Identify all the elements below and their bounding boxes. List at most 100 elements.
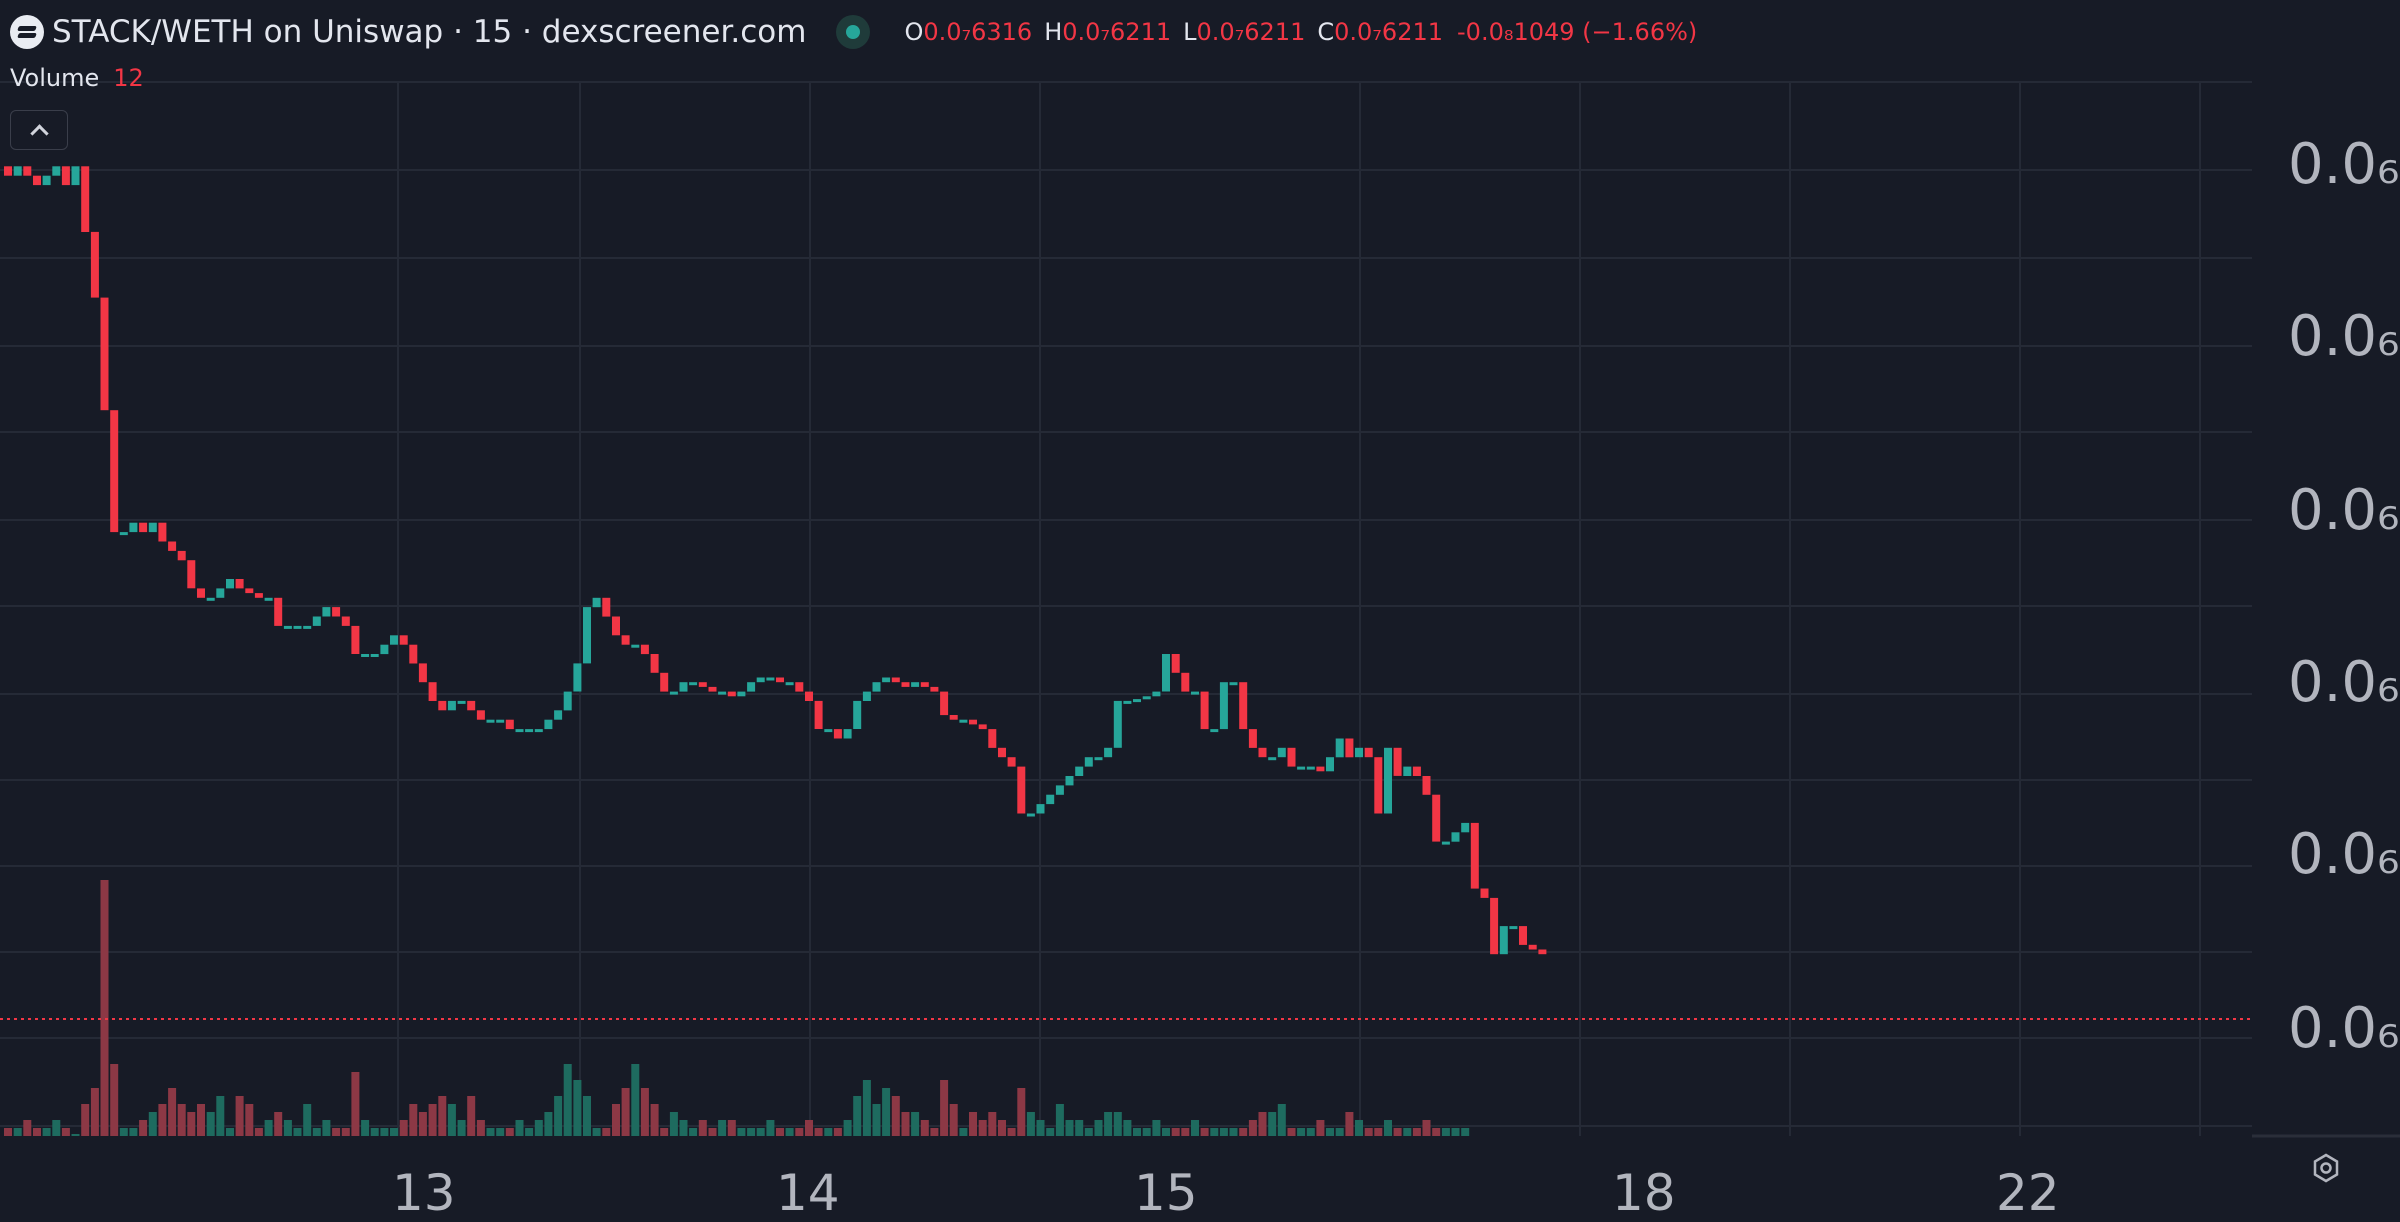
candle: [891, 677, 900, 683]
volume-bar: [1229, 1128, 1238, 1136]
candle: [23, 166, 32, 176]
volume-bar: [766, 1120, 775, 1136]
candle: [197, 588, 205, 598]
candle: [13, 166, 22, 176]
x-axis-label: 15: [1134, 1164, 1198, 1222]
volume-bar: [631, 1064, 640, 1136]
candle: [959, 719, 968, 723]
collapse-legend-button[interactable]: [10, 110, 68, 150]
volume-bar: [525, 1128, 534, 1136]
volume-bar: [534, 1120, 543, 1136]
candle: [882, 677, 891, 683]
volume-bar: [891, 1096, 900, 1136]
candle: [332, 607, 341, 617]
volume-bar: [351, 1072, 360, 1136]
volume-bar: [119, 1128, 128, 1136]
volume-bar: [322, 1120, 331, 1136]
volume-bar: [1248, 1120, 1257, 1136]
candle: [1326, 757, 1334, 772]
volume-bar: [1384, 1120, 1392, 1136]
candle: [100, 297, 109, 411]
volume-bar: [1403, 1128, 1412, 1136]
volume-legend: Volume 12: [10, 64, 144, 92]
chart-header: STACK/WETH on Uniswap · 15 · dexscreener…: [10, 10, 1697, 54]
candle: [1509, 926, 1518, 930]
candle: [1461, 822, 1470, 833]
candle: [1104, 747, 1113, 758]
candle: [1432, 794, 1441, 842]
candle: [718, 691, 727, 695]
candle: [1094, 757, 1103, 761]
y-axis-label: 0.0₆1: [2288, 478, 2400, 543]
volume-bar: [129, 1128, 138, 1136]
candle: [978, 724, 987, 730]
volume-bar: [988, 1112, 997, 1136]
candle: [1200, 691, 1209, 730]
chevron-up-icon: [29, 123, 49, 143]
candle: [515, 729, 524, 733]
candle: [399, 635, 408, 645]
candle: [235, 579, 244, 589]
candle: [853, 700, 862, 729]
volume-label: Volume: [10, 64, 100, 92]
volume-bar: [303, 1104, 312, 1136]
settings-icon[interactable]: [2310, 1152, 2342, 1184]
candle: [1441, 841, 1450, 845]
candle: [71, 166, 80, 186]
y-axis-label: 0.0₆1: [2288, 132, 2400, 197]
candle: [505, 719, 514, 730]
candle: [119, 532, 128, 536]
volume-bar: [708, 1128, 717, 1136]
candle: [1258, 747, 1267, 758]
volume-bar: [833, 1128, 842, 1136]
ohlc-high-key: H: [1044, 18, 1063, 46]
volume-bar: [1432, 1128, 1441, 1136]
candle: [447, 700, 456, 711]
candle: [1248, 729, 1257, 748]
candles: [4, 166, 1547, 955]
volume-bar: [1152, 1120, 1161, 1136]
x-axis-label: 18: [1612, 1164, 1676, 1222]
candle: [370, 654, 379, 657]
candle: [110, 410, 119, 533]
volume-bar: [33, 1128, 41, 1136]
candle: [476, 710, 485, 720]
volume-bar: [380, 1128, 389, 1136]
volume-bar: [81, 1104, 90, 1136]
volume-bar: [197, 1104, 205, 1136]
candle: [795, 682, 804, 692]
volume-bar: [110, 1064, 119, 1136]
volume-bar: [1258, 1112, 1267, 1136]
candle: [226, 579, 234, 589]
volume-bar: [139, 1120, 148, 1136]
candle: [737, 691, 746, 697]
volume-bar: [544, 1112, 553, 1136]
candle: [341, 616, 350, 626]
volume-bar: [747, 1128, 756, 1136]
y-axis-label: 0.0₆1: [2288, 996, 2400, 1061]
volume-bar: [640, 1088, 649, 1136]
candle: [669, 691, 678, 695]
volume-bar: [61, 1128, 70, 1136]
volume-bar: [1355, 1120, 1363, 1136]
volume-bar: [737, 1128, 746, 1136]
candle: [33, 175, 41, 186]
volume-bar: [4, 1128, 12, 1136]
candle: [1412, 766, 1421, 776]
candle: [1219, 682, 1228, 730]
volume-bar: [621, 1088, 630, 1136]
candle: [602, 597, 611, 617]
candle: [254, 593, 263, 598]
live-dot-icon[interactable]: [836, 15, 871, 49]
candle: [81, 166, 90, 232]
volume-bar: [1191, 1120, 1199, 1136]
candle: [1017, 766, 1026, 814]
candle: [361, 654, 370, 657]
volume-bar: [1036, 1120, 1045, 1136]
volume-bar: [776, 1128, 784, 1136]
candle: [1152, 691, 1161, 697]
candle: [351, 625, 360, 654]
candle: [1490, 897, 1499, 955]
volume-bar: [1113, 1112, 1122, 1136]
